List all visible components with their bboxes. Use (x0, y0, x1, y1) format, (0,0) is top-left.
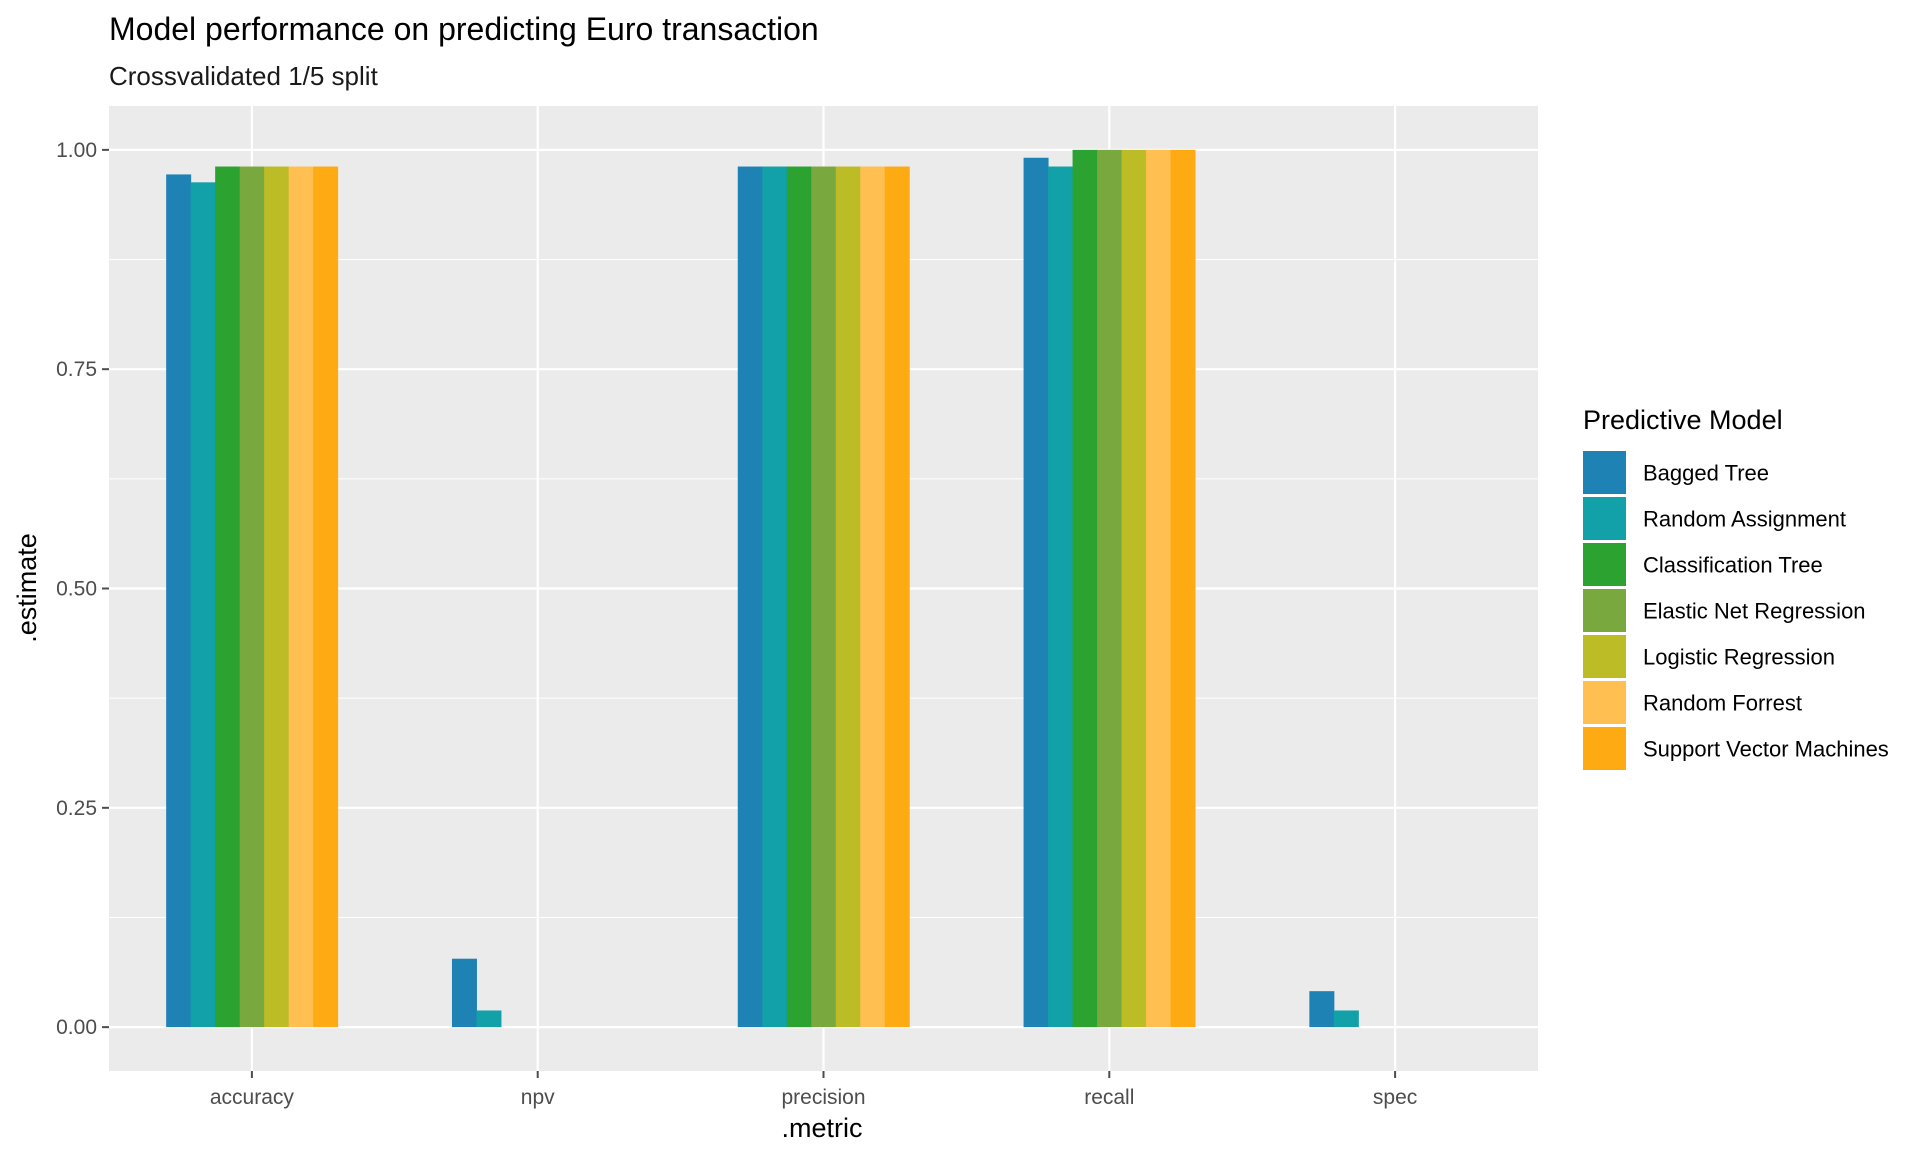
legend-label: Random Forrest (1643, 691, 1802, 716)
bar (1146, 149, 1172, 1028)
x-tick-label: precision (781, 1086, 865, 1109)
bar (1333, 1010, 1359, 1028)
chart-subtitle: Crossvalidated 1/5 split (109, 61, 379, 91)
bar (1023, 157, 1049, 1028)
bar (1121, 149, 1147, 1028)
bar (786, 166, 812, 1028)
bar (215, 166, 241, 1028)
bar (288, 166, 314, 1028)
y-tick-label: 0.50 (56, 578, 97, 601)
legend-key (1583, 451, 1626, 494)
y-tick-label: 1.00 (56, 139, 97, 162)
chart-title: Model performance on predicting Euro tra… (109, 11, 819, 47)
y-tick-label: 0.25 (56, 797, 97, 820)
y-tick-label: 0.00 (56, 1016, 97, 1039)
legend-label: Logistic Regression (1643, 645, 1835, 670)
bar (264, 166, 290, 1028)
legend-key (1583, 681, 1626, 724)
legend-key (1583, 497, 1626, 540)
legend-key (1583, 589, 1626, 632)
legend-label: Classification Tree (1643, 553, 1823, 578)
legend-key (1583, 635, 1626, 678)
bar (190, 182, 216, 1028)
bar (762, 166, 788, 1028)
y-tick-label: 0.75 (56, 358, 97, 381)
x-tick-label: spec (1373, 1086, 1417, 1109)
bar (737, 166, 763, 1028)
bars (166, 149, 1359, 1028)
legend-label: Elastic Net Regression (1643, 599, 1866, 624)
x-axis-title: .metric (782, 1113, 863, 1143)
bar (476, 1010, 502, 1028)
x-tick-label: recall (1084, 1086, 1134, 1109)
bar (1072, 149, 1098, 1028)
bar (884, 166, 910, 1028)
x-tick-label: npv (521, 1086, 555, 1109)
bar (811, 166, 837, 1028)
bar (313, 166, 339, 1028)
bar (451, 958, 477, 1028)
x-axis: accuracy npv precision recall spec (210, 1071, 1417, 1109)
bar (1170, 149, 1196, 1028)
y-axis: 0.00 0.25 0.50 0.75 1.00 (56, 139, 109, 1039)
bar (835, 166, 861, 1028)
bar (860, 166, 886, 1028)
legend-items: Bagged Tree Random Assignment Classificati… (1583, 451, 1889, 770)
legend-title: Predictive Model (1583, 405, 1783, 435)
bar (1097, 149, 1123, 1028)
bar (1048, 166, 1074, 1028)
x-tick-label: accuracy (210, 1086, 295, 1109)
legend-label: Random Assignment (1643, 507, 1846, 532)
legend-key (1583, 543, 1626, 586)
bar (239, 166, 265, 1028)
legend: Predictive Model Bagged Tree Random Assig… (1583, 405, 1889, 770)
legend-label: Support Vector Machines (1643, 737, 1889, 762)
legend-key (1583, 727, 1626, 770)
bar (166, 174, 192, 1028)
bar (1309, 991, 1335, 1028)
y-axis-title: .estimate (12, 533, 42, 643)
legend-label: Bagged Tree (1643, 461, 1769, 486)
